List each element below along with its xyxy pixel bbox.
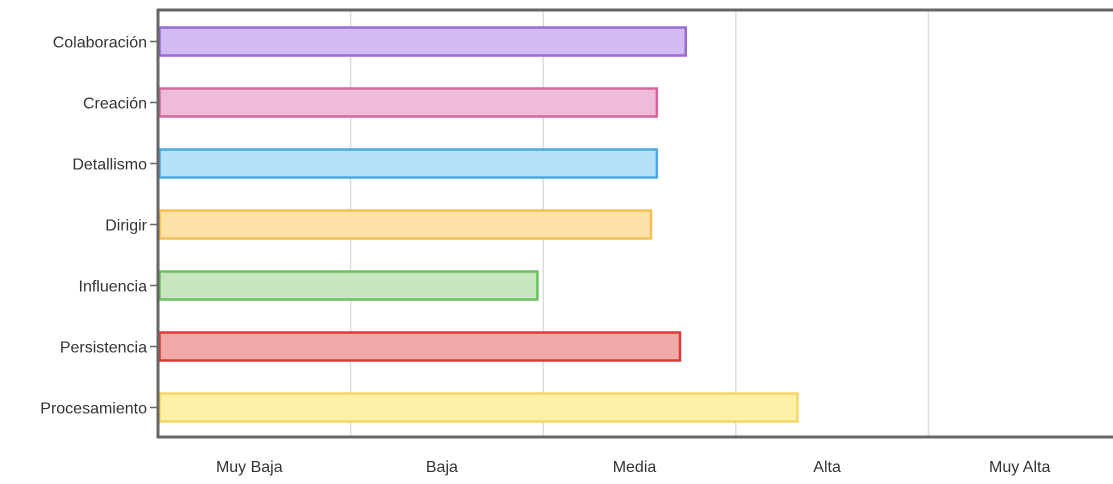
bar <box>158 270 539 301</box>
bar <box>158 209 653 240</box>
x-tick-label: Muy Alta <box>989 459 1050 476</box>
bar <box>158 148 659 179</box>
y-tick-label: Procesamiento <box>40 401 147 418</box>
y-tick-label: Creación <box>83 96 147 113</box>
bar-layer <box>158 26 799 423</box>
bar <box>158 26 687 57</box>
x-tick-label: Muy Baja <box>216 459 283 476</box>
y-tick-label: Persistencia <box>60 340 147 357</box>
bar <box>158 331 682 362</box>
y-tick-label: Detallismo <box>72 157 147 174</box>
x-tick-label: Media <box>613 459 657 476</box>
y-tick-label: Colaboración <box>53 35 147 52</box>
bar <box>158 392 799 423</box>
y-tick-label: Dirigir <box>105 218 147 235</box>
axis-layer <box>156 8 1113 439</box>
x-tick-label: Baja <box>426 459 458 476</box>
label-layer: Muy Baja Baja Media Alta Muy Alta Colaboració… <box>40 35 1050 477</box>
bar <box>158 87 659 118</box>
y-tick-label: Influencia <box>79 279 148 296</box>
x-tick-label: Alta <box>813 459 841 476</box>
